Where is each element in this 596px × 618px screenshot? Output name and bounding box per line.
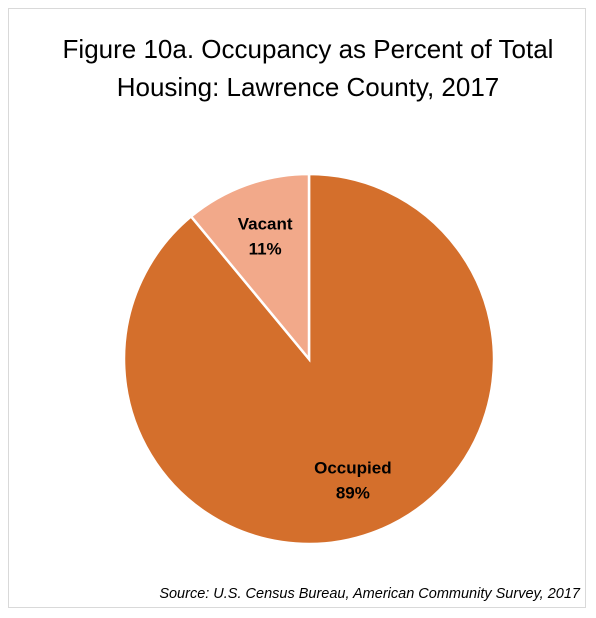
value-label: 89% <box>336 483 370 502</box>
chart-title: Figure 10a. Occupancy as Percent of Tota… <box>62 34 554 102</box>
value-label: 11% <box>249 240 282 259</box>
slice-label: Vacant <box>238 215 293 234</box>
slice-label: Occupied <box>314 458 391 477</box>
chart-frame <box>8 8 586 608</box>
source-note: Source: U.S. Census Bureau, American Com… <box>159 586 580 602</box>
pie-slice <box>189 172 311 363</box>
